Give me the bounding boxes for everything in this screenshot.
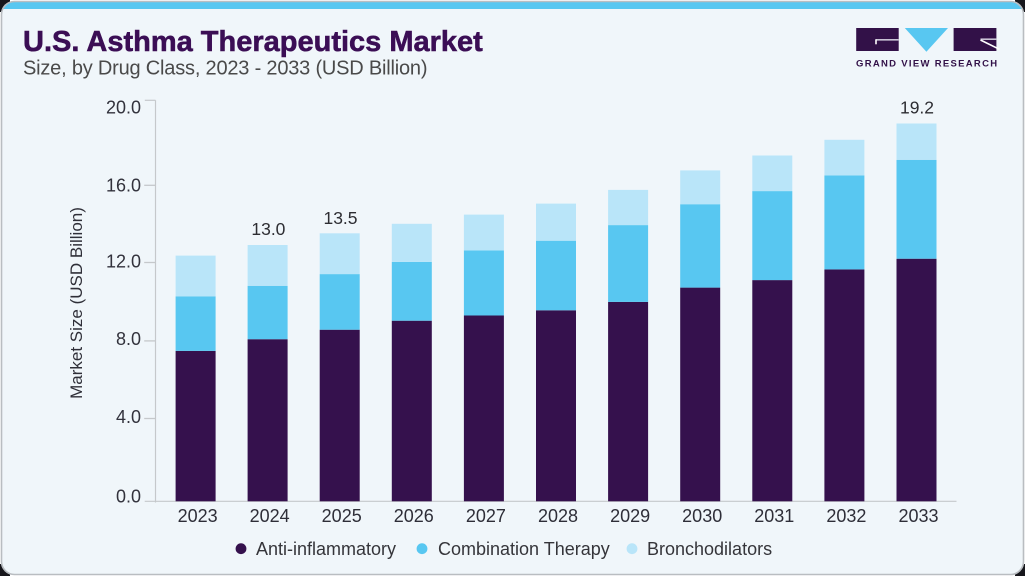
svg-text:Anti-inflammatory: Anti-inflammatory — [256, 539, 396, 559]
svg-text:2026: 2026 — [394, 506, 434, 526]
svg-text:2025: 2025 — [322, 506, 362, 526]
svg-text:Size, by Drug Class, 2023 - 20: Size, by Drug Class, 2023 - 2033 (USD Bi… — [23, 58, 427, 80]
svg-text:19.2: 19.2 — [900, 98, 934, 118]
svg-text:2023: 2023 — [178, 506, 218, 526]
svg-text:2033: 2033 — [898, 506, 938, 526]
svg-text:2027: 2027 — [466, 506, 506, 526]
svg-text:20.0: 20.0 — [106, 97, 141, 117]
svg-text:13.0: 13.0 — [251, 219, 285, 239]
svg-text:2031: 2031 — [754, 506, 794, 526]
svg-text:12.0: 12.0 — [106, 252, 141, 272]
svg-text:16.0: 16.0 — [106, 176, 141, 196]
svg-text:Market Size (USD Billion): Market Size (USD Billion) — [67, 207, 86, 399]
svg-text:0.0: 0.0 — [116, 486, 141, 506]
svg-text:4.0: 4.0 — [116, 407, 141, 427]
svg-text:Bronchodilators: Bronchodilators — [647, 539, 772, 559]
svg-text:Combination Therapy: Combination Therapy — [438, 539, 610, 559]
svg-text:2028: 2028 — [538, 506, 578, 526]
svg-text:2029: 2029 — [610, 506, 650, 526]
svg-text:GRAND VIEW RESEARCH: GRAND VIEW RESEARCH — [856, 59, 998, 70]
svg-text:8.0: 8.0 — [116, 329, 141, 349]
svg-text:2030: 2030 — [682, 506, 722, 526]
svg-text:2024: 2024 — [250, 506, 290, 526]
svg-text:13.5: 13.5 — [323, 208, 357, 228]
svg-text:2032: 2032 — [826, 506, 866, 526]
svg-text:U.S. Asthma Therapeutics Marke: U.S. Asthma Therapeutics Market — [23, 26, 483, 58]
